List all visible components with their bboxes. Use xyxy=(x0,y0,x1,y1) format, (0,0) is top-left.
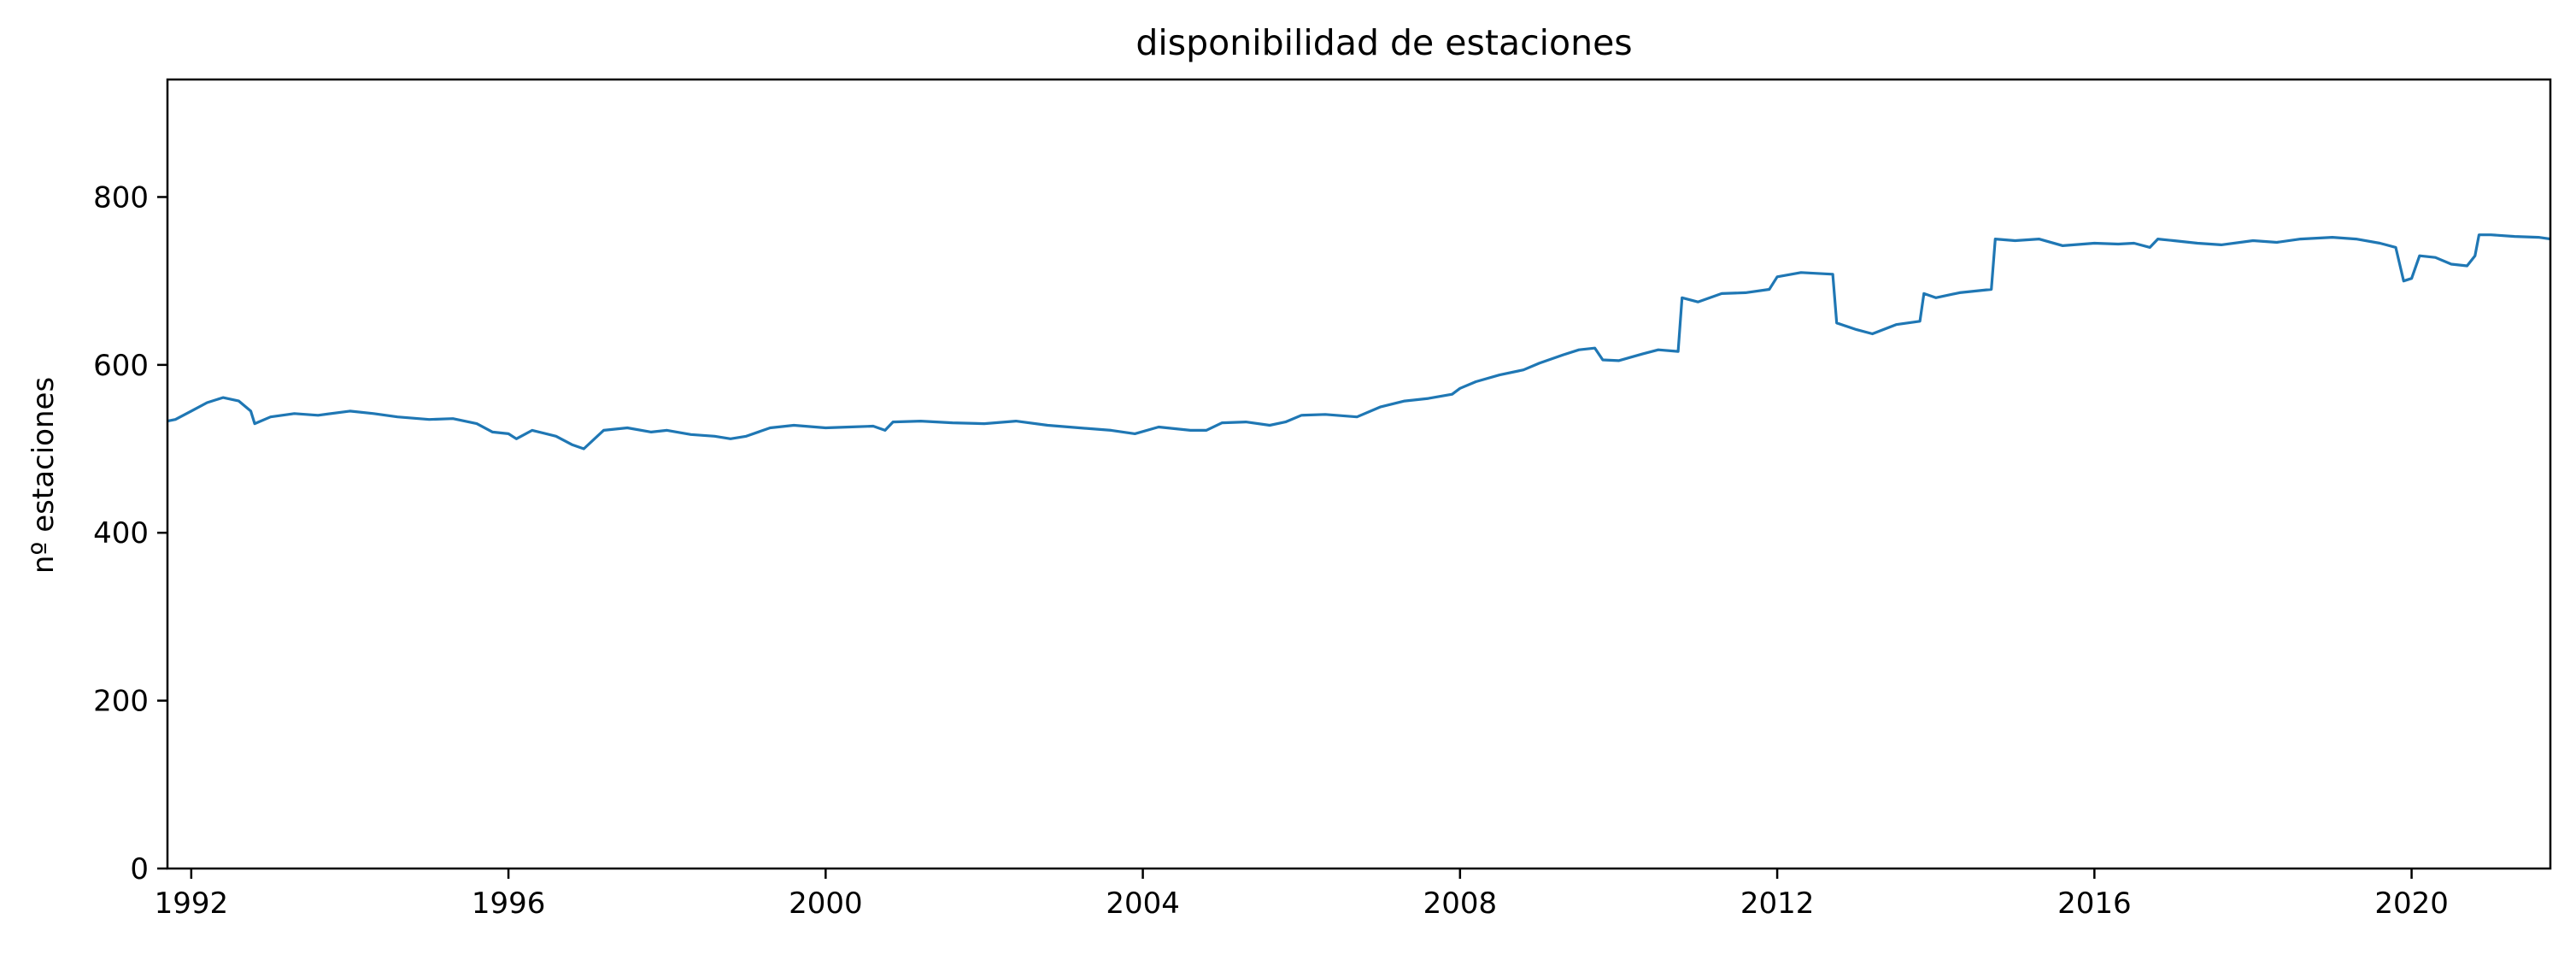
y-tick-label: 600 xyxy=(93,349,149,383)
x-tick-label: 2008 xyxy=(1423,886,1498,921)
x-tick-label: 2000 xyxy=(789,886,863,921)
x-tick-label: 2020 xyxy=(2374,886,2449,921)
x-tick-label: 2012 xyxy=(1740,886,1815,921)
y-tick-label: 200 xyxy=(93,685,149,719)
plot-frame xyxy=(166,78,2552,870)
y-axis: 0 200 400 600 800 xyxy=(93,180,167,886)
x-tick-label: 2016 xyxy=(2057,886,2132,921)
y-tick-label: 400 xyxy=(93,516,149,551)
x-tick-label: 1996 xyxy=(472,886,546,921)
x-tick-label: 2004 xyxy=(1106,886,1180,921)
x-tick-label: 1992 xyxy=(155,886,229,921)
x-axis: 1992 1996 2000 2004 2008 2012 2016 2020 xyxy=(155,869,2449,921)
chart-title: disponibilidad de estaciones xyxy=(1135,22,1632,63)
y-tick-label: 800 xyxy=(93,180,149,215)
y-tick-label: 0 xyxy=(130,852,149,886)
series-line xyxy=(167,233,2551,450)
plot-area xyxy=(167,233,2551,450)
y-axis-label: nº estaciones xyxy=(26,377,61,574)
